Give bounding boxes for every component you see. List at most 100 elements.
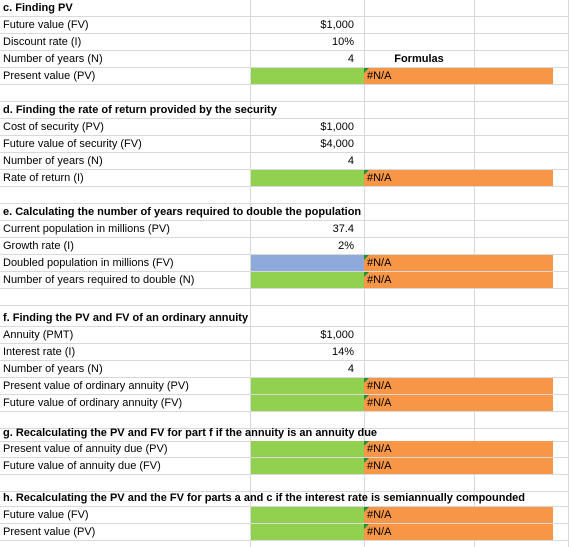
empty-row[interactable] bbox=[0, 475, 569, 492]
input-value[interactable]: 14% bbox=[331, 346, 354, 358]
input-value[interactable]: 37.4 bbox=[332, 223, 354, 235]
error-indicator-icon bbox=[364, 170, 369, 175]
empty-row[interactable] bbox=[0, 289, 569, 306]
input-value[interactable]: 4 bbox=[347, 363, 354, 375]
formula-result: #N/A bbox=[364, 441, 391, 457]
input-value[interactable]: 10% bbox=[331, 36, 354, 48]
result-cell[interactable] bbox=[251, 507, 364, 523]
table-row[interactable]: Future value of annuity due (FV) #N/A bbox=[0, 458, 569, 475]
formula-cell[interactable] bbox=[364, 170, 553, 186]
formula-result: #N/A bbox=[364, 378, 391, 394]
input-value[interactable]: $1,000 bbox=[320, 329, 354, 341]
table-row[interactable]: Number of years (N) 4 bbox=[0, 153, 569, 170]
formula-cell[interactable] bbox=[364, 458, 553, 474]
row-label: Current population in millions (PV) bbox=[3, 223, 170, 235]
result-cell[interactable] bbox=[251, 458, 364, 474]
row-label: Rate of return (I) bbox=[3, 172, 84, 184]
result-cell[interactable] bbox=[251, 395, 364, 411]
result-cell[interactable] bbox=[251, 441, 364, 457]
table-row[interactable]: Discount rate (I) 10% bbox=[0, 34, 569, 51]
formula-cell[interactable] bbox=[364, 272, 553, 288]
table-row[interactable]: Interest rate (I) 14% bbox=[0, 344, 569, 361]
row-label: Present value (PV) bbox=[3, 526, 96, 538]
table-row[interactable]: Present value of annuity due (PV) #N/A bbox=[0, 441, 569, 458]
empty-row[interactable] bbox=[0, 85, 569, 102]
formula-result: #N/A bbox=[364, 458, 391, 474]
row-label: Future value of security (FV) bbox=[3, 138, 142, 150]
section-g-title-row[interactable]: g. Recalculating the PV and FV for part … bbox=[0, 425, 569, 442]
input-value[interactable]: 4 bbox=[347, 155, 354, 167]
table-row[interactable]: Growth rate (I) 2% bbox=[0, 238, 569, 255]
table-row[interactable]: Present value (PV) #N/A bbox=[0, 68, 569, 85]
row-label: Present value of ordinary annuity (PV) bbox=[3, 380, 189, 392]
formula-result: #N/A bbox=[364, 272, 391, 288]
table-row[interactable]: Future value (FV) #N/A bbox=[0, 507, 569, 524]
table-row[interactable]: Future value of ordinary annuity (FV) #N… bbox=[0, 395, 569, 412]
row-label: Future value of ordinary annuity (FV) bbox=[3, 397, 183, 409]
input-value[interactable]: 2% bbox=[338, 240, 354, 252]
formula-result: #N/A bbox=[364, 524, 391, 540]
table-row[interactable]: Future value (FV) $1,000 bbox=[0, 17, 569, 34]
table-row[interactable]: Present value of ordinary annuity (PV) #… bbox=[0, 378, 569, 395]
error-indicator-icon bbox=[364, 68, 369, 73]
row-label: Number of years (N) bbox=[3, 53, 103, 65]
error-indicator-icon bbox=[364, 507, 369, 512]
formulas-header: Formulas bbox=[394, 53, 444, 65]
table-row[interactable]: Number of years (N) 4 Formulas bbox=[0, 51, 569, 68]
section-title: c. Finding PV bbox=[3, 2, 73, 14]
error-indicator-icon bbox=[364, 272, 369, 277]
result-cell[interactable] bbox=[251, 272, 364, 288]
result-cell[interactable] bbox=[251, 68, 364, 84]
formula-cell[interactable] bbox=[364, 255, 553, 271]
formula-cell[interactable] bbox=[364, 524, 553, 540]
input-value[interactable]: $1,000 bbox=[320, 121, 354, 133]
column-divider bbox=[250, 0, 251, 547]
result-cell[interactable] bbox=[251, 378, 364, 394]
section-h-title-row[interactable]: h. Recalculating the PV and the FV for p… bbox=[0, 490, 569, 507]
formula-cell[interactable] bbox=[364, 507, 553, 523]
formula-cell[interactable] bbox=[364, 68, 553, 84]
table-row[interactable]: Rate of return (I) #N/A bbox=[0, 170, 569, 187]
section-title: h. Recalculating the PV and the FV for p… bbox=[3, 492, 526, 504]
error-indicator-icon bbox=[364, 395, 369, 400]
formula-result: #N/A bbox=[364, 507, 391, 523]
row-label: Present value of annuity due (PV) bbox=[3, 443, 168, 455]
table-row[interactable]: Number of years (N) 4 bbox=[0, 361, 569, 378]
input-value[interactable]: 4 bbox=[347, 53, 354, 65]
formula-cell[interactable] bbox=[364, 395, 553, 411]
error-indicator-icon bbox=[364, 255, 369, 260]
row-label: Annuity (PMT) bbox=[3, 329, 74, 341]
result-cell[interactable] bbox=[251, 524, 364, 540]
formula-result: #N/A bbox=[364, 68, 391, 84]
row-label: Number of years (N) bbox=[3, 155, 103, 167]
section-title: e. Calculating the number of years requi… bbox=[3, 206, 362, 218]
result-cell[interactable] bbox=[251, 255, 364, 271]
input-value[interactable]: $4,000 bbox=[320, 138, 354, 150]
table-row[interactable]: Doubled population in millions (FV) #N/A bbox=[0, 255, 569, 272]
table-row[interactable]: Current population in millions (PV) 37.4 bbox=[0, 221, 569, 238]
formula-cell[interactable] bbox=[364, 378, 553, 394]
table-row[interactable]: Cost of security (PV) $1,000 bbox=[0, 119, 569, 136]
section-e-title-row[interactable]: e. Calculating the number of years requi… bbox=[0, 204, 569, 221]
table-row[interactable]: Present value (PV) #N/A bbox=[0, 524, 569, 541]
section-title: d. Finding the rate of return provided b… bbox=[3, 104, 277, 116]
row-label: Number of years (N) bbox=[3, 363, 103, 375]
input-value[interactable]: $1,000 bbox=[320, 19, 354, 31]
row-label: Future value (FV) bbox=[3, 509, 89, 521]
table-row[interactable]: Number of years required to double (N) #… bbox=[0, 272, 569, 289]
section-d-title-row[interactable]: d. Finding the rate of return provided b… bbox=[0, 102, 569, 119]
section-c-title-row[interactable]: c. Finding PV bbox=[0, 0, 569, 17]
empty-row[interactable] bbox=[0, 412, 569, 429]
table-row[interactable]: Future value of security (FV) $4,000 bbox=[0, 136, 569, 153]
error-indicator-icon bbox=[364, 458, 369, 463]
result-cell[interactable] bbox=[251, 170, 364, 186]
row-label: Cost of security (PV) bbox=[3, 121, 104, 133]
empty-row[interactable] bbox=[0, 187, 569, 204]
formula-result: #N/A bbox=[364, 395, 391, 411]
formula-cell[interactable] bbox=[364, 441, 553, 457]
section-title: f. Finding the PV and FV of an ordinary … bbox=[3, 312, 249, 324]
section-f-title-row[interactable]: f. Finding the PV and FV of an ordinary … bbox=[0, 310, 569, 327]
table-row[interactable]: Annuity (PMT) $1,000 bbox=[0, 327, 569, 344]
error-indicator-icon bbox=[364, 378, 369, 383]
